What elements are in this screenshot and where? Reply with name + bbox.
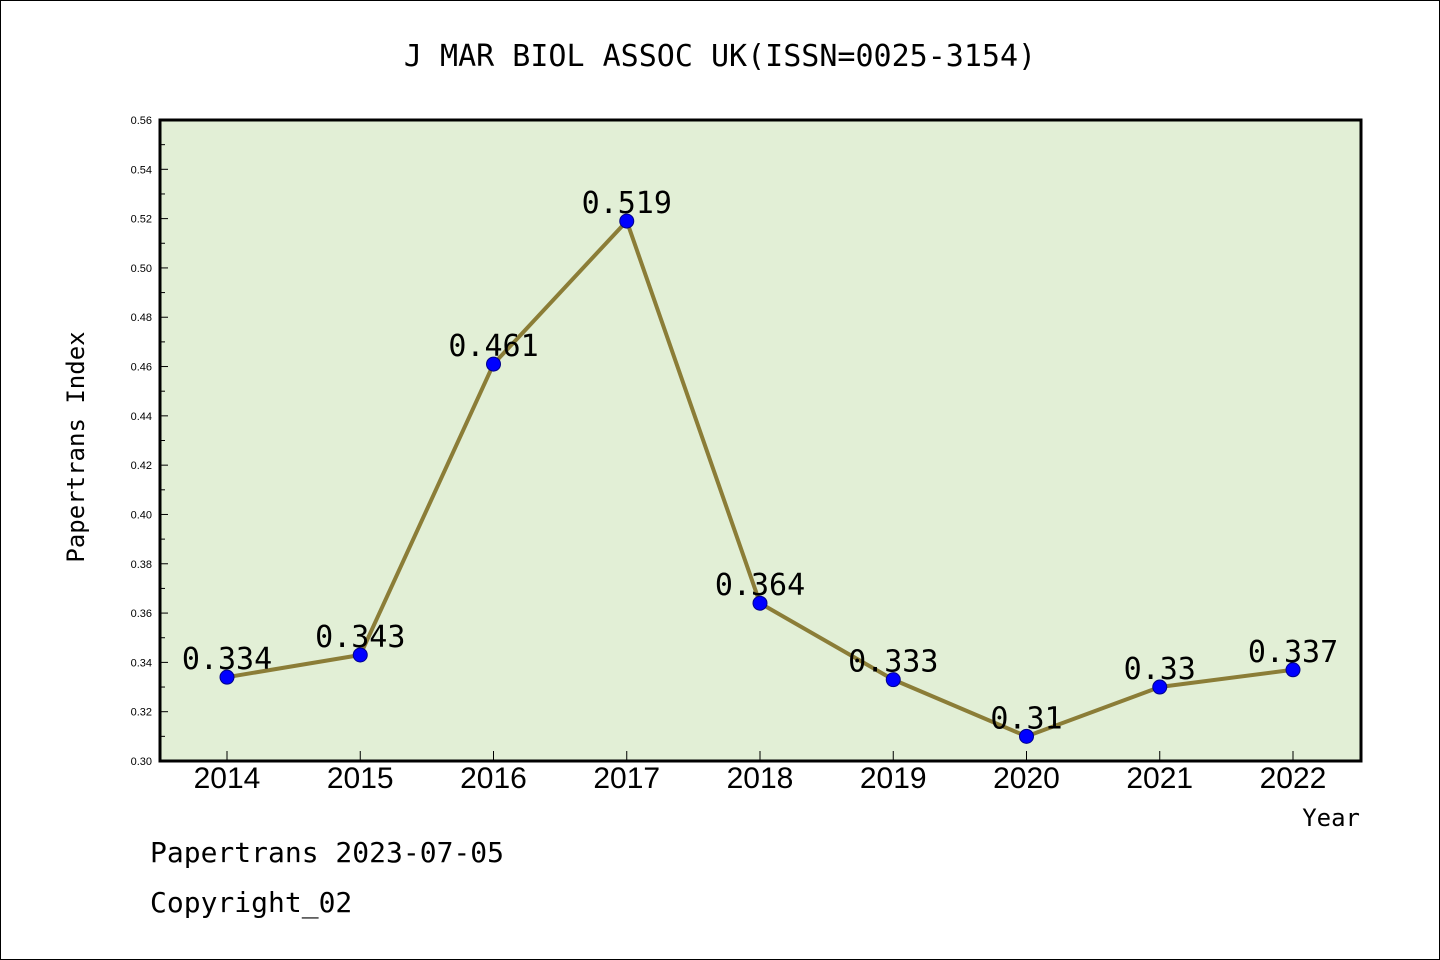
x-tick-label: 2022 bbox=[1260, 762, 1327, 795]
y-tick-label: 0.42 bbox=[131, 460, 152, 472]
y-tick-label: 0.34 bbox=[131, 657, 152, 669]
x-tick-label: 2021 bbox=[1126, 762, 1193, 795]
data-point bbox=[486, 356, 501, 372]
data-label: 0.334 bbox=[182, 642, 272, 677]
x-tick-label: 2018 bbox=[727, 762, 794, 795]
data-labels: 0.334 0.343 0.461 0.519 0.364 0.333 0.31 0.33 0.… bbox=[182, 186, 1338, 736]
data-label: 0.519 bbox=[582, 186, 672, 221]
y-tick-label: 0.30 bbox=[131, 756, 152, 768]
x-tick-label: 2015 bbox=[327, 762, 394, 795]
y-tick-label: 0.52 bbox=[131, 214, 152, 226]
data-point bbox=[1019, 728, 1034, 744]
data-label: 0.337 bbox=[1248, 635, 1338, 670]
x-axis-title: Year bbox=[1302, 804, 1360, 832]
y-tick-label: 0.50 bbox=[131, 263, 152, 275]
y-tick-label: 0.38 bbox=[131, 559, 152, 571]
y-tick-label: 0.56 bbox=[131, 115, 152, 127]
y-tick-label: 0.36 bbox=[131, 608, 152, 620]
data-point bbox=[1152, 679, 1168, 695]
x-tick-label: 2019 bbox=[860, 762, 927, 795]
x-axis: 2014 2015 2016 2017 2018 2019 2020 2021 2022 bbox=[194, 751, 1327, 795]
data-label: 0.31 bbox=[990, 701, 1062, 736]
data-point bbox=[619, 213, 635, 229]
data-point bbox=[885, 672, 901, 688]
data-point bbox=[352, 647, 368, 663]
footer-date: Papertrans 2023-07-05 bbox=[150, 836, 505, 869]
x-tick-label: 2017 bbox=[593, 762, 660, 795]
x-tick-label: 2016 bbox=[460, 762, 527, 795]
data-label: 0.33 bbox=[1124, 652, 1196, 687]
y-tick-label: 0.44 bbox=[131, 411, 152, 423]
data-point bbox=[752, 595, 768, 611]
data-label: 0.343 bbox=[315, 620, 405, 655]
series-markers bbox=[219, 213, 1301, 744]
y-axis: 0.30 0.32 0.34 0.36 0.38 0.40 0.42 0.44 0.46 0.48… bbox=[131, 115, 168, 768]
y-tick-label: 0.46 bbox=[131, 362, 152, 374]
y-tick-label: 0.32 bbox=[131, 707, 152, 719]
y-tick-label: 0.40 bbox=[131, 509, 152, 521]
data-point bbox=[1285, 662, 1301, 678]
data-label: 0.333 bbox=[848, 645, 938, 680]
chart-title: J MAR BIOL ASSOC UK(ISSN=0025-3154) bbox=[404, 39, 1036, 74]
y-tick-label: 0.54 bbox=[131, 164, 152, 176]
footer-copyright: Copyright_02 bbox=[150, 886, 353, 919]
data-label: 0.461 bbox=[448, 329, 538, 364]
y-tick-label: 0.48 bbox=[131, 312, 152, 324]
x-tick-label: 2014 bbox=[194, 762, 261, 795]
data-point bbox=[219, 669, 235, 685]
data-label: 0.364 bbox=[715, 568, 805, 603]
y-axis-title: Papertrans Index bbox=[62, 331, 90, 562]
x-tick-label: 2020 bbox=[993, 762, 1060, 795]
